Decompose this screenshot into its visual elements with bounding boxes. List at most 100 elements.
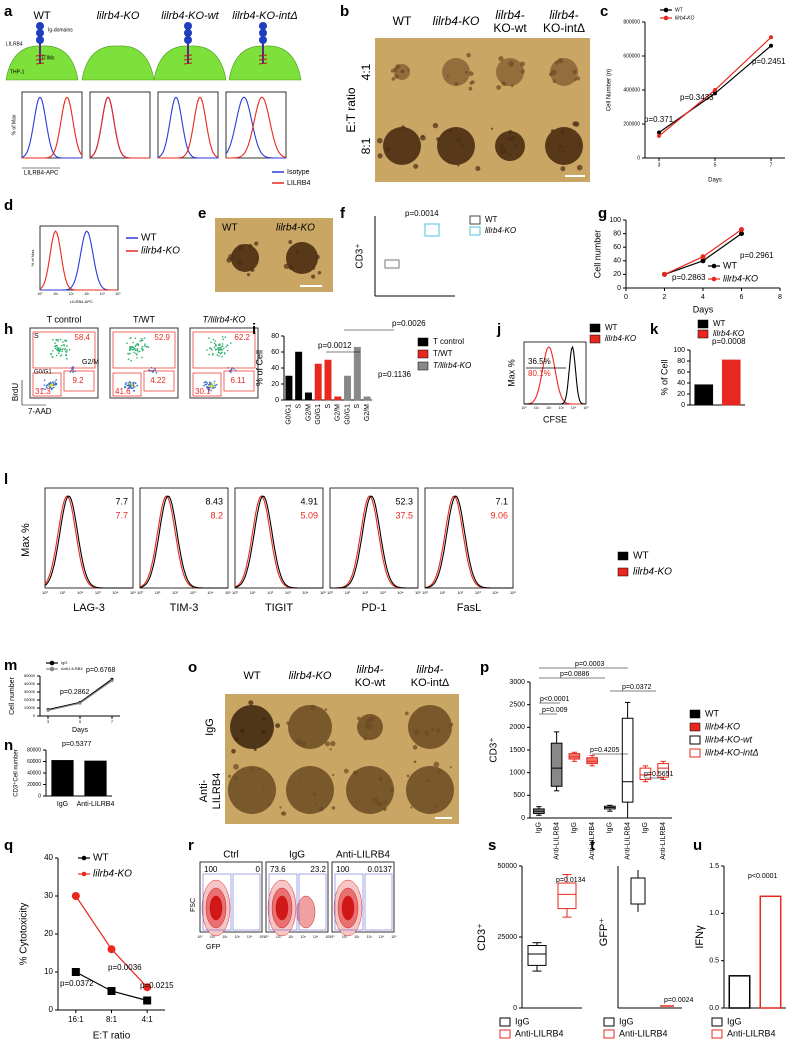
bar [353, 346, 361, 401]
cell-dot [205, 381, 207, 384]
axis-tick-label: 10⁴ [112, 590, 118, 595]
cell-dot [134, 345, 137, 348]
spheroid [437, 127, 475, 165]
cell-cluster [436, 728, 441, 733]
axis-tick-label: 10⁵ [415, 590, 421, 595]
legend-swatch [589, 334, 601, 344]
box [639, 767, 652, 780]
cell-cluster [377, 153, 383, 159]
itim-mark [35, 58, 45, 61]
axis-tick-label: 10⁰ [137, 590, 143, 595]
cell-dot [146, 345, 148, 348]
cell-cluster [261, 788, 265, 791]
cell-dot [42, 388, 44, 390]
legend-label: lilrb4-KO-wt [705, 734, 753, 744]
axis-tick-label: 10³ [190, 590, 196, 595]
x-tick-label: 7 [770, 162, 773, 168]
cell-dot [213, 382, 216, 385]
histogram-curve [139, 495, 228, 589]
p-value: p=0.2863 [672, 273, 706, 282]
x-axis-label: E:T ratio [93, 1031, 131, 1042]
cell-cluster [400, 125, 406, 130]
label: T control [47, 314, 82, 324]
ig-domain [184, 36, 192, 44]
y-tick-label: 0 [681, 402, 685, 409]
x-tick-label: 3 [658, 162, 661, 168]
cell-dot [64, 348, 66, 351]
cell-dot [61, 350, 63, 353]
column-header: lilrb4-KO [433, 14, 480, 28]
axis-tick-label: 10² [172, 590, 178, 595]
gate [32, 372, 62, 397]
label: 80.1% [528, 369, 551, 378]
spheroid [288, 705, 332, 749]
legend-label: IgG [61, 660, 67, 665]
plot-frame [109, 327, 179, 399]
marker-label: TIM-3 [170, 602, 199, 614]
column-header: lilrb4-KO [289, 670, 332, 682]
plot-frame [225, 91, 287, 159]
label: Anti-LILRB4 [336, 850, 390, 861]
gate [63, 370, 95, 392]
cell-cluster [378, 776, 383, 782]
label: LILRB4 [6, 41, 23, 47]
ig-domain [36, 22, 44, 30]
legend-label: Anti-LILRB4 [61, 666, 83, 671]
cell-dot [52, 381, 54, 383]
cell-dot [134, 382, 136, 384]
ig-domain [184, 22, 192, 30]
cell-dot [135, 344, 137, 346]
legend-swatch [617, 567, 629, 577]
panel-letter: f [340, 205, 346, 222]
cell-cluster [449, 722, 454, 727]
gate [32, 331, 96, 369]
p-value: p=0.0134 [556, 877, 585, 884]
spheroid [230, 705, 274, 749]
axis-tick-label: 10¹ [276, 935, 282, 939]
cell-dot [143, 337, 146, 340]
cell-dot [128, 349, 131, 352]
panel-letter: j [496, 321, 501, 338]
cell-dot [43, 384, 46, 386]
cell-cluster [385, 147, 391, 152]
spheroid [550, 58, 578, 86]
cell-dot [132, 348, 135, 350]
legend-label: WT [605, 323, 618, 332]
x-tick-label: 2 [663, 294, 667, 301]
axis-tick-label: 10⁵ [259, 935, 265, 939]
label: 58.4 [74, 333, 90, 342]
cell-dot [208, 353, 210, 356]
plot-frame [331, 861, 395, 933]
cell-dot [57, 338, 59, 341]
legend-label: T control [433, 337, 464, 346]
label: Ctrl [223, 850, 239, 861]
cell-dot [203, 381, 205, 384]
panel-letter: i [252, 321, 256, 338]
y-axis-label: Cell number [9, 676, 16, 714]
column-header: KO-intΔ [411, 677, 450, 689]
y-tick-label: 30000 [24, 689, 36, 694]
cell-cluster [288, 240, 293, 244]
cell-dot [58, 350, 61, 352]
bar [304, 392, 312, 401]
cell-dot [204, 383, 207, 386]
row-label: 4:1 [359, 63, 373, 80]
cell-dot [131, 387, 133, 390]
p-value: p=0.2451 [752, 57, 786, 66]
legend-swatch [689, 722, 701, 732]
spheroid [231, 244, 259, 272]
legend-marker [49, 660, 55, 666]
y-tick-label: 40 [271, 365, 279, 372]
cell-dot [220, 352, 223, 354]
data-point [657, 130, 661, 135]
axis-tick-label: 10³ [380, 590, 386, 595]
y-tick-label: 50000 [24, 673, 36, 678]
cell-cluster [466, 52, 471, 58]
axis-tick-label: 10¹ [210, 935, 216, 939]
cell-dot [221, 349, 224, 351]
x-tick-label: 8:1 [106, 1015, 118, 1024]
spheroid [442, 58, 470, 86]
cell-dot [68, 348, 71, 351]
histogram-curve [424, 495, 513, 589]
axis-tick-label: 10⁴ [492, 590, 498, 595]
